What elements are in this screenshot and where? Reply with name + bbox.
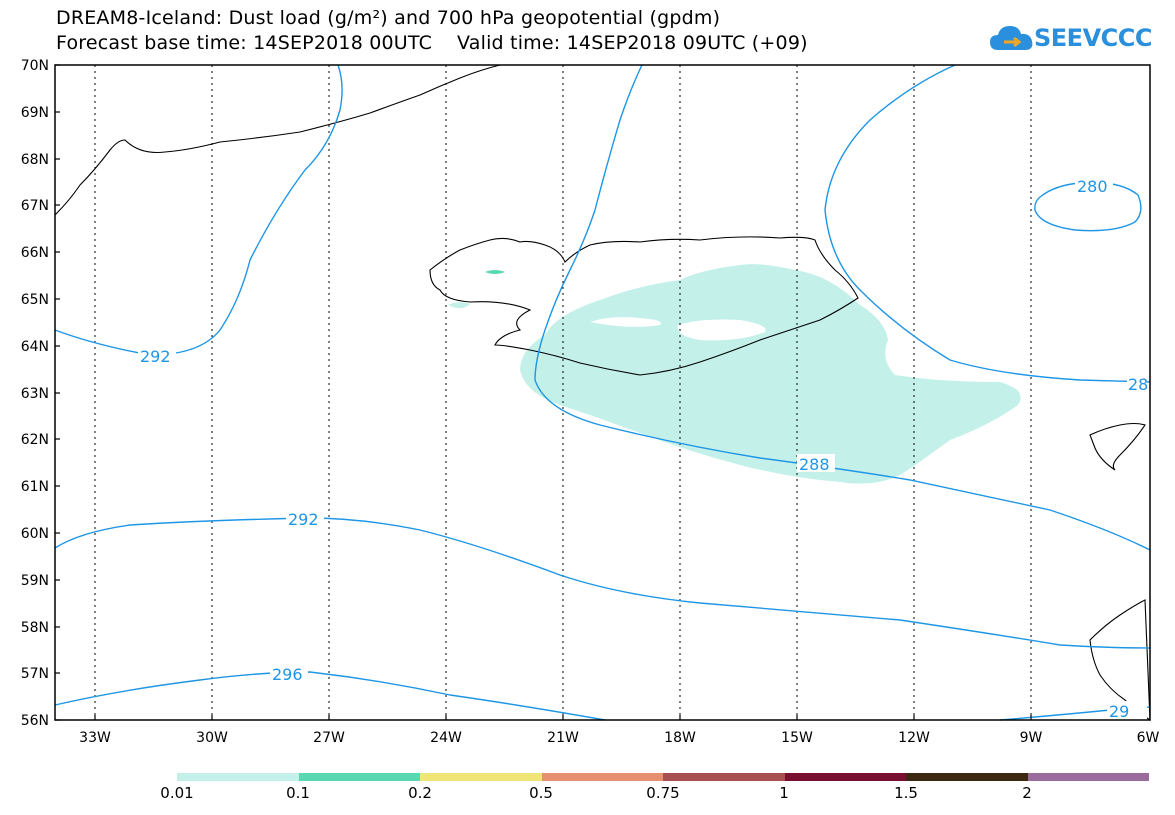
colorbar bbox=[177, 773, 1149, 781]
dust-patch-westfjords bbox=[448, 302, 470, 309]
lon-label: 18W bbox=[664, 730, 696, 746]
colorbar-label: 0.75 bbox=[646, 784, 680, 802]
forecast-time-line: Forecast base time: 14SEP2018 00UTC Vali… bbox=[56, 32, 808, 54]
lon-label: 30W bbox=[196, 730, 228, 746]
contour-label-296-partial: 29 bbox=[1109, 702, 1129, 721]
lon-label: 6W bbox=[1137, 730, 1160, 746]
contour-label-292-south: 292 bbox=[288, 510, 319, 529]
dust-plume bbox=[520, 264, 1021, 484]
lon-label: 9W bbox=[1020, 730, 1043, 746]
colorbar-segment bbox=[1027, 773, 1149, 781]
colorbar-segment bbox=[420, 773, 542, 781]
contour-label-296: 296 bbox=[272, 665, 303, 684]
dust-patch-high bbox=[485, 270, 505, 274]
iceland-coast bbox=[429, 236, 859, 376]
lat-label: 67N bbox=[21, 198, 49, 214]
cloud-icon bbox=[990, 26, 1033, 50]
dust-gap-west bbox=[590, 317, 661, 327]
contour-label-292-west: 292 bbox=[140, 347, 171, 366]
lon-label: 21W bbox=[547, 730, 579, 746]
colorbar-label: 0.5 bbox=[529, 784, 553, 802]
contour-labels: 292 292 296 288 280 28 29 bbox=[138, 176, 1148, 721]
lat-label: 64N bbox=[21, 339, 49, 355]
lon-label: 15W bbox=[781, 730, 813, 746]
colorbar-segment bbox=[784, 773, 906, 781]
seevccc-logo: SEEVCCC bbox=[988, 20, 1153, 60]
lon-label: 24W bbox=[430, 730, 462, 746]
lon-label: 27W bbox=[313, 730, 345, 746]
colorbar-label: 0.2 bbox=[408, 784, 432, 802]
lat-label: 57N bbox=[21, 666, 49, 682]
lat-label: 59N bbox=[21, 573, 49, 589]
dust-gap-center bbox=[677, 319, 766, 341]
lon-label: 12W bbox=[898, 730, 930, 746]
contour-label-280: 280 bbox=[1077, 177, 1108, 196]
colorbar-segment bbox=[541, 773, 663, 781]
colorbar-label: 2 bbox=[1022, 784, 1032, 802]
longitude-labels: 33W 30W 27W 24W 21W 18W 15W 12W 9W 6W bbox=[79, 730, 1159, 746]
lat-label: 56N bbox=[21, 713, 49, 729]
contour-label-284-partial: 28 bbox=[1128, 375, 1148, 394]
lat-label: 70N bbox=[21, 58, 49, 74]
latitude-labels: 70N 69N 68N 67N 66N 65N 64N 63N 62N 61N … bbox=[21, 58, 49, 729]
faroe-islands bbox=[1089, 422, 1146, 471]
tick-marks bbox=[55, 64, 1032, 721]
contour-292-south bbox=[54, 517, 1151, 649]
colorbar-segment bbox=[906, 773, 1028, 781]
contour-296-east bbox=[999, 706, 1151, 721]
lat-label: 62N bbox=[21, 432, 49, 448]
lat-label: 65N bbox=[21, 292, 49, 308]
chart-title: DREAM8-Iceland: Dust load (g/m²) and 700… bbox=[56, 7, 721, 29]
dust-load-area bbox=[448, 264, 1021, 484]
contour-label-288: 288 bbox=[799, 455, 830, 474]
lat-label: 63N bbox=[21, 386, 49, 402]
colorbar-label: 0.01 bbox=[160, 784, 194, 802]
contour-288 bbox=[534, 64, 1151, 551]
colorbar-label: 1 bbox=[779, 784, 789, 802]
lat-label: 69N bbox=[21, 105, 49, 121]
graticule bbox=[94, 65, 1032, 720]
lat-label: 68N bbox=[21, 152, 49, 168]
lat-label: 58N bbox=[21, 620, 49, 636]
colorbar-segment bbox=[663, 773, 785, 781]
lon-label: 33W bbox=[79, 730, 111, 746]
colorbar-label: 0.1 bbox=[286, 784, 310, 802]
logo-text: SEEVCCC bbox=[1034, 24, 1153, 52]
colorbar-label: 1.5 bbox=[894, 784, 918, 802]
lat-label: 66N bbox=[21, 245, 49, 261]
lat-label: 61N bbox=[21, 479, 49, 495]
contour-284 bbox=[824, 64, 1151, 383]
contour-296 bbox=[54, 671, 606, 721]
lat-label: 60N bbox=[21, 526, 49, 542]
greenland-coast bbox=[54, 64, 501, 216]
geopotential-contours bbox=[54, 64, 1151, 721]
contour-292-west bbox=[54, 64, 343, 356]
colorbar-segment bbox=[298, 773, 420, 781]
colorbar-segment bbox=[177, 773, 299, 781]
